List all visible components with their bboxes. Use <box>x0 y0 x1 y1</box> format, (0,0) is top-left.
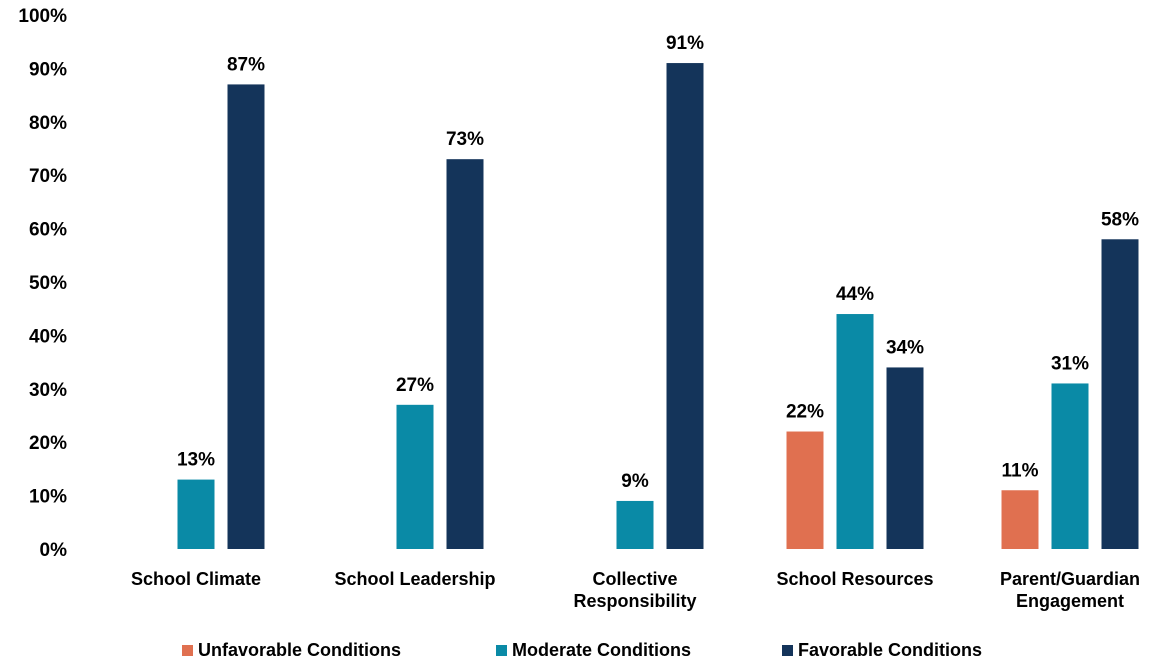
legend-swatch <box>182 645 193 656</box>
bar-group: 22% 44% 34% <box>786 284 924 549</box>
legend-swatch <box>496 645 507 656</box>
legend-label: Favorable Conditions <box>798 640 982 660</box>
legend-label: Unfavorable Conditions <box>198 640 401 660</box>
data-label: 58% <box>1101 209 1139 230</box>
legend-swatch <box>782 645 793 656</box>
x-tick-label: School Resources <box>776 569 933 589</box>
y-tick-label: 70% <box>29 166 67 187</box>
y-axis: 0% 10% 20% 30% 40% 50% 60% 70% 80% 90% 100% <box>18 6 67 561</box>
y-tick-label: 100% <box>18 6 67 27</box>
legend: Unfavorable Conditions Moderate Condition… <box>182 640 982 660</box>
plot-area: 13% 87% 27% 73% 9% 91% 22% 44% 34% 11% 31% 58% <box>177 33 1139 550</box>
bar <box>886 367 924 549</box>
y-tick-label: 50% <box>29 273 67 294</box>
y-tick-label: 40% <box>29 326 67 347</box>
bar <box>666 63 704 550</box>
y-tick-label: 30% <box>29 380 67 401</box>
y-tick-label: 90% <box>29 59 67 80</box>
data-label: 22% <box>786 402 824 423</box>
bar-group: 13% 87% <box>177 54 265 550</box>
data-label: 11% <box>1002 460 1039 481</box>
data-label: 73% <box>446 129 484 150</box>
legend-item: Favorable Conditions <box>782 640 982 660</box>
bar <box>1051 383 1089 549</box>
bar <box>177 479 215 549</box>
data-label: 91% <box>666 33 704 54</box>
x-tick-label: Collective Responsibility <box>573 569 696 611</box>
y-tick-label: 10% <box>29 487 67 508</box>
legend-item: Moderate Conditions <box>496 640 691 660</box>
x-tick-label: Parent/Guardian Engagement <box>1000 569 1140 611</box>
y-tick-label: 60% <box>29 220 67 241</box>
data-label: 13% <box>177 450 215 471</box>
bar <box>786 431 824 549</box>
bar <box>396 404 434 549</box>
data-label: 27% <box>396 375 434 396</box>
bar <box>1001 490 1039 549</box>
data-label: 31% <box>1051 353 1089 374</box>
bar <box>227 84 265 550</box>
bar <box>446 159 484 549</box>
x-tick-label: School Leadership <box>334 569 495 589</box>
y-tick-label: 20% <box>29 433 67 454</box>
bar <box>836 314 874 549</box>
legend-item: Unfavorable Conditions <box>182 640 401 660</box>
legend-label: Moderate Conditions <box>512 640 691 660</box>
x-axis: School Climate School Leadership Collectiv… <box>131 569 1140 611</box>
bar-group: 9% 91% <box>616 33 704 550</box>
data-label: 87% <box>227 54 265 75</box>
y-tick-label: 0% <box>40 540 68 561</box>
y-tick-label: 80% <box>29 113 67 134</box>
bar <box>616 500 654 549</box>
data-label: 44% <box>836 284 874 305</box>
x-tick-label: School Climate <box>131 569 261 589</box>
bar <box>1101 239 1139 549</box>
bar-group: 11% 31% 58% <box>1001 209 1139 549</box>
data-label: 9% <box>621 471 649 492</box>
data-label: 34% <box>886 337 924 358</box>
bar-group: 27% 73% <box>396 129 484 549</box>
